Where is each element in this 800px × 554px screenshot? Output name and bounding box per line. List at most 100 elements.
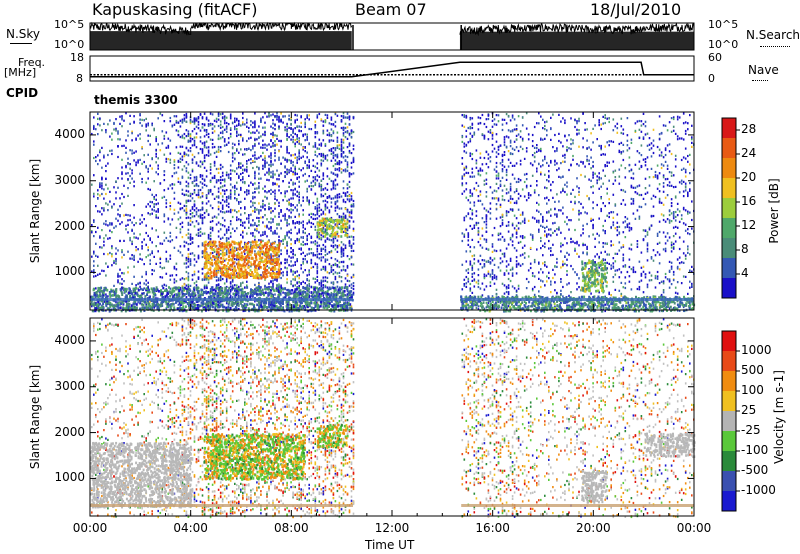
scatter-cell <box>612 182 615 185</box>
scatter-cell <box>229 127 232 130</box>
scatter-cell <box>135 222 137 225</box>
scatter-cell <box>493 282 496 285</box>
scatter-cell <box>133 151 135 154</box>
scatter-cell <box>294 171 296 174</box>
scatter-cell <box>308 114 310 117</box>
scatter-cell <box>298 140 300 143</box>
scatter-cell <box>503 238 506 241</box>
scatter-cell <box>497 174 500 177</box>
scatter-cell <box>189 177 192 180</box>
scatter-cell <box>493 249 496 252</box>
scatter-cell <box>578 187 580 190</box>
scatter-cell <box>558 226 560 229</box>
scatter-cell <box>336 244 339 248</box>
scatter-cell <box>119 115 121 118</box>
scatter-cell <box>465 302 468 305</box>
scatter-cell <box>234 152 236 155</box>
scatter-cell <box>556 213 558 216</box>
scatter-cell <box>260 120 262 123</box>
scatter-cell <box>254 151 256 154</box>
scatter-cell <box>342 169 345 172</box>
scatter-cell <box>111 253 113 256</box>
scatter-cell <box>554 207 556 210</box>
scatter-cell <box>141 247 143 250</box>
scatter-cell <box>167 158 170 161</box>
scatter-cell <box>614 227 617 230</box>
scatter-cell <box>344 159 347 162</box>
scatter-cell <box>127 157 129 160</box>
scatter-cell <box>155 152 157 155</box>
scatter-cell <box>310 258 313 261</box>
scatter-cell <box>465 228 468 231</box>
scatter-cell <box>219 167 222 170</box>
scatter-cell <box>302 223 304 226</box>
scatter-cell <box>133 254 135 257</box>
scatter-cell <box>187 248 190 251</box>
scatter-cell <box>262 275 264 278</box>
scatter-cell <box>238 166 240 169</box>
scatter-cell <box>527 193 530 197</box>
scatter-cell <box>215 216 218 219</box>
scatter-cell <box>211 131 214 134</box>
scatter-cell <box>274 159 276 162</box>
scatter-cell <box>330 128 333 131</box>
scatter-cell <box>316 266 319 269</box>
scatter-cell <box>185 189 188 192</box>
scatter-cell <box>183 204 186 207</box>
scatter-cell <box>143 282 145 285</box>
scatter-cell <box>322 129 325 132</box>
scatter-cell <box>511 129 514 132</box>
scatter-cell <box>292 189 294 192</box>
scatter-cell <box>234 120 236 123</box>
scatter-cell <box>306 136 308 139</box>
scatter-cell <box>298 192 300 195</box>
scatter-cell <box>467 239 470 242</box>
scatter-cell <box>294 226 296 229</box>
scatter-cell <box>238 210 240 213</box>
scatter-cell <box>316 247 319 250</box>
scatter-cell <box>238 139 240 143</box>
scatter-cell <box>201 242 204 245</box>
scatter-cell <box>523 173 526 176</box>
scatter-cell <box>558 209 560 212</box>
scatter-cell <box>133 115 135 118</box>
scatter-cell <box>562 145 564 148</box>
scatter-cell <box>254 154 256 157</box>
scatter-cell <box>217 167 220 170</box>
scatter-cell <box>499 162 502 165</box>
scatter-cell <box>546 120 548 123</box>
scatter-cell <box>582 161 584 164</box>
scatter-cell <box>191 153 194 156</box>
scatter-cell <box>505 122 508 125</box>
scatter-cell <box>598 291 600 294</box>
scatter-cell <box>286 199 288 202</box>
scatter-cell <box>519 194 522 198</box>
scatter-cell <box>117 130 119 133</box>
scatter-cell <box>219 253 222 256</box>
scatter-cell <box>264 173 266 176</box>
scatter-cell <box>310 248 313 251</box>
scatter-cell <box>288 114 290 117</box>
scatter-cell <box>556 149 558 152</box>
scatter-cell <box>515 256 518 259</box>
scatter-cell <box>240 166 242 169</box>
scatter-cell <box>262 205 264 208</box>
scatter-cell <box>185 259 188 262</box>
scatter-cell <box>479 122 482 125</box>
scatter-cell <box>153 197 155 200</box>
scatter-cell <box>187 265 190 268</box>
scatter-cell <box>223 178 226 181</box>
scatter-cell <box>346 208 349 211</box>
scatter-cell <box>515 146 518 149</box>
scatter-cell <box>477 199 480 202</box>
scatter-cell <box>328 226 331 229</box>
scatter-cell <box>93 252 95 255</box>
scatter-cell <box>584 122 586 125</box>
scatter-cell <box>570 291 572 294</box>
scatter-cell <box>326 286 329 289</box>
scatter-cell <box>342 141 345 144</box>
scatter-cell <box>463 142 466 145</box>
scatter-cell <box>286 240 288 244</box>
scatter-cell <box>499 203 502 206</box>
scatter-cell <box>352 203 355 206</box>
